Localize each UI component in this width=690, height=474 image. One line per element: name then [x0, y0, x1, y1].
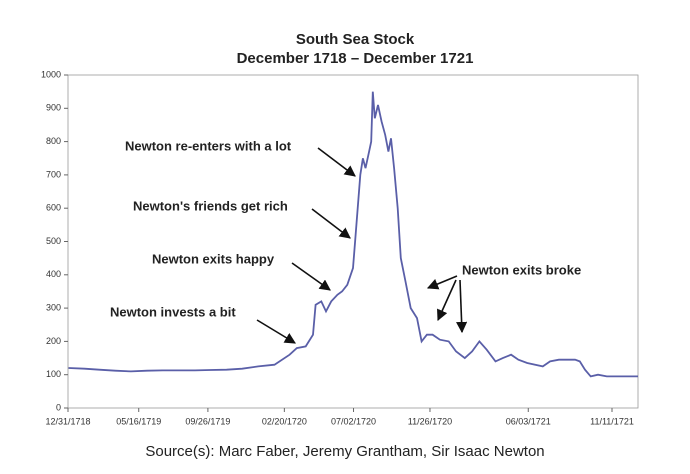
- x-tick-label: 12/31/1718: [45, 416, 90, 426]
- annotation: Newton exits happy: [152, 251, 275, 266]
- y-tick-label: 600: [46, 203, 61, 213]
- source: Source(s): Marc Faber, Jeremy Grantham, …: [145, 443, 544, 460]
- chart-title: South Sea Stock: [296, 31, 415, 48]
- price-line: [68, 91, 638, 378]
- annotation: Newton invests a bit: [110, 304, 236, 319]
- x-tick-label: 05/16/1719: [116, 416, 161, 426]
- y-tick-label: 400: [46, 269, 61, 279]
- x-tick-label: 09/26/1719: [185, 416, 230, 426]
- arrows: [256, 147, 468, 344]
- y-tick-label: 0: [56, 402, 61, 412]
- y-tick-label: 200: [46, 336, 61, 346]
- y-tick-label: 1000: [41, 69, 61, 79]
- x-tick-label: 02/20/1720: [262, 416, 307, 426]
- x-tick-label: 06/03/1721: [506, 416, 551, 426]
- y-tick-label: 900: [46, 103, 61, 113]
- plot-frame: [67, 74, 639, 409]
- y-tick-label: 500: [46, 236, 61, 246]
- y-tick-label: 800: [46, 136, 61, 146]
- annotation: Newton's friends get rich: [133, 198, 288, 213]
- x-tick-label: 07/02/1720: [331, 416, 376, 426]
- y-tick-label: 100: [46, 369, 61, 379]
- annotation: Newton re-enters with a lot: [125, 138, 292, 153]
- y-tick-label: 300: [46, 302, 61, 312]
- x-tick-label: 11/26/1720: [408, 416, 452, 426]
- chart-subtitle: December 1718 – December 1721: [237, 50, 474, 67]
- y-tick-label: 700: [46, 169, 61, 179]
- x-tick-label: 11/11/1721: [590, 416, 634, 426]
- annotation: Newton exits broke: [462, 262, 581, 277]
